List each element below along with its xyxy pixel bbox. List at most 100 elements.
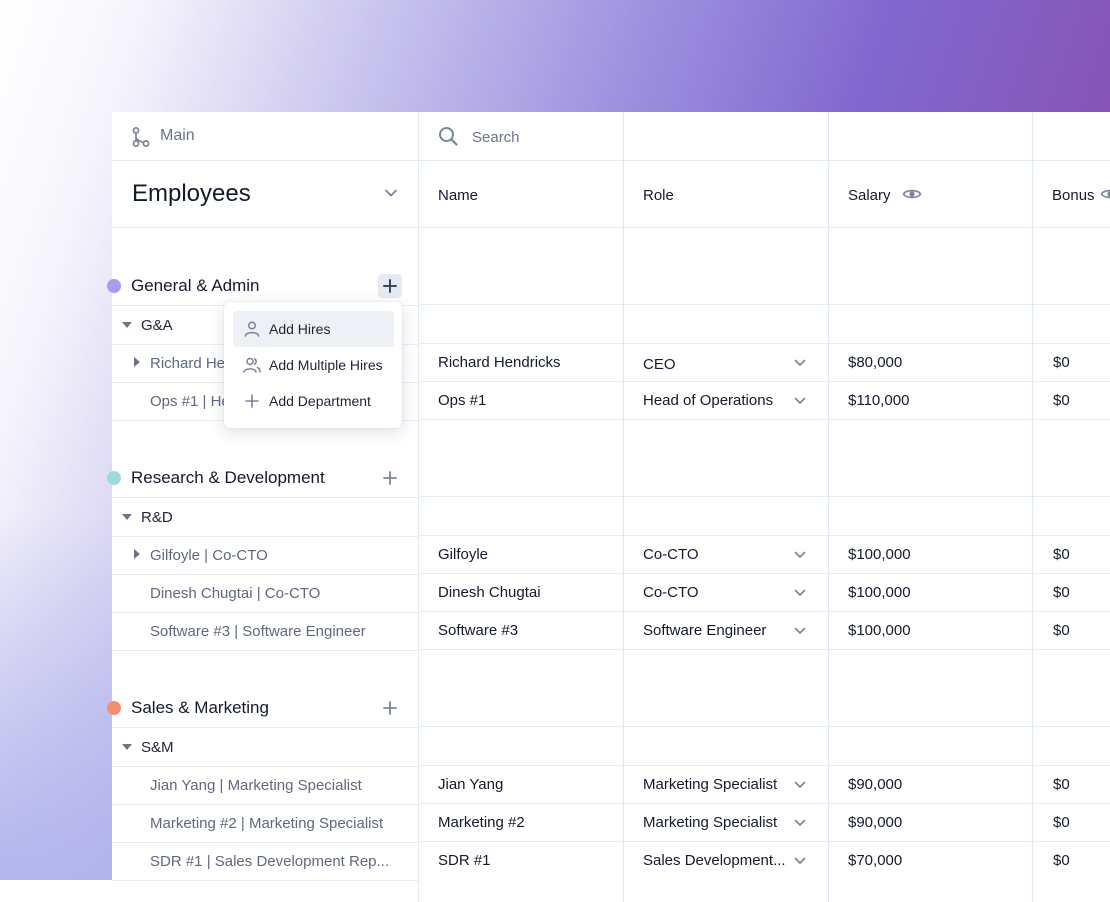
employee-row[interactable]: SDR #1 | Sales Development Rep... [112,842,418,881]
row-divider [418,611,1110,612]
role-cell[interactable]: Marketing Specialist [643,814,778,831]
column-header-role[interactable]: Role [623,160,828,228]
column-header-name[interactable]: Name [418,160,623,228]
role-cell[interactable]: Co-CTO [643,546,699,563]
name-cell[interactable]: Marketing #2 [438,814,525,831]
employee-label: Dinesh Chugtai | Co-CTO [150,585,321,602]
row-divider [418,419,1110,420]
caret-down-icon[interactable] [122,514,132,520]
department-name: Research & Development [131,468,325,487]
caret-right-icon[interactable] [134,549,140,559]
employee-row[interactable]: Gilfoyle | Co-CTO [112,536,418,575]
role-cell[interactable]: Software Engineer [643,622,767,639]
employee-label: Gilfoyle | Co-CTO [150,547,268,564]
employee-row[interactable]: Jian Yang | Marketing Specialist [112,766,418,805]
salary-cell[interactable]: $90,000 [848,814,903,831]
employees-panel: Main Employees General & Admin G&A Richa… [107,112,1110,902]
search-input[interactable] [470,124,774,150]
bonus-cell[interactable]: $0 [1053,852,1070,869]
chevron-down-icon[interactable] [794,551,806,559]
column-divider [418,112,419,902]
role-cell[interactable]: Head of Operations [643,392,774,409]
employee-label: Richard He [150,355,226,372]
add-button[interactable] [378,466,402,490]
bonus-cell[interactable]: $0 [1053,392,1070,409]
main-label: Main [160,127,195,144]
row-divider [418,496,1110,497]
salary-cell[interactable]: $100,000 [848,584,911,601]
role-cell[interactable]: Sales Development... [643,852,786,869]
users-icon [243,357,261,373]
employee-label: Ops #1 | He [150,393,230,410]
name-cell[interactable]: SDR #1 [438,852,491,869]
chevron-down-icon[interactable] [794,397,806,405]
name-cell[interactable]: Ops #1 [438,392,487,409]
chevron-down-icon[interactable] [384,188,398,198]
role-cell[interactable]: CEO [643,356,676,373]
subdepartment-row[interactable]: S&M [112,727,418,767]
chevron-down-icon[interactable] [794,781,806,789]
plus-icon [383,279,397,293]
salary-cell[interactable]: $70,000 [848,852,903,869]
column-label: Role [643,187,674,204]
salary-cell[interactable]: $80,000 [848,354,903,371]
chevron-down-icon[interactable] [794,627,806,635]
name-cell[interactable]: Jian Yang [438,776,504,793]
column-label: Name [438,187,479,204]
row-divider [418,381,1110,382]
add-multiple-hires-item[interactable]: Add Multiple Hires [233,347,394,383]
subdepartment-row[interactable]: R&D [112,497,418,537]
name-cell[interactable]: Richard Hendricks [438,354,561,371]
salary-cell[interactable]: $90,000 [848,776,903,793]
caret-down-icon[interactable] [122,322,132,328]
row-divider [418,765,1110,766]
add-department-item[interactable]: Add Department [233,383,394,419]
name-cell[interactable]: Software #3 [438,622,519,639]
add-button[interactable] [378,696,402,720]
department-color-dot [107,279,121,293]
employee-row[interactable]: Software #3 | Software Engineer [112,612,418,651]
page-title: Employees [132,180,251,207]
employee-label: SDR #1 | Sales Development Rep... [150,853,390,870]
chevron-down-icon[interactable] [794,359,806,367]
eye-icon[interactable] [902,187,922,201]
salary-cell[interactable]: $100,000 [848,546,911,563]
department-color-dot [107,471,121,485]
caret-down-icon[interactable] [122,744,132,750]
employee-row[interactable]: Marketing #2 | Marketing Specialist [112,804,418,843]
plus-icon [383,471,397,485]
row-divider [418,343,1110,344]
bonus-cell[interactable]: $0 [1053,354,1070,371]
subdepartment-label: G&A [141,317,173,334]
menu-label: Add Department [269,393,371,409]
bonus-cell[interactable]: $0 [1053,622,1070,639]
column-header-salary[interactable]: Salary [828,160,1032,228]
employees-title-row[interactable]: Employees [112,160,418,228]
search-icon [439,127,458,146]
main-scenario-bar[interactable]: Main [112,112,418,161]
department-header: Sales & Marketing [107,688,418,728]
column-label: Salary [848,187,891,204]
column-header-bonus[interactable]: Bonus [1032,160,1110,228]
salary-cell[interactable]: $110,000 [848,392,910,409]
role-cell[interactable]: Co-CTO [643,584,699,601]
row-divider [418,649,1110,650]
bonus-cell[interactable]: $0 [1053,546,1070,563]
chevron-down-icon[interactable] [794,857,806,865]
eye-icon[interactable] [1100,187,1110,201]
chevron-down-icon[interactable] [794,589,806,597]
salary-cell[interactable]: $100,000 [848,622,911,639]
employee-row[interactable]: Dinesh Chugtai | Co-CTO [112,574,418,613]
chevron-down-icon[interactable] [794,819,806,827]
add-hires-item[interactable]: Add Hires [233,311,394,347]
name-cell[interactable]: Gilfoyle [438,546,489,563]
caret-right-icon[interactable] [134,357,140,367]
bonus-cell[interactable]: $0 [1053,776,1070,793]
bonus-cell[interactable]: $0 [1053,584,1070,601]
bonus-cell[interactable]: $0 [1053,814,1070,831]
department-color-dot [107,701,121,715]
add-button[interactable] [378,274,402,298]
row-divider [418,726,1110,727]
name-cell[interactable]: Dinesh Chugtai [438,584,541,601]
role-cell[interactable]: Marketing Specialist [643,776,778,793]
